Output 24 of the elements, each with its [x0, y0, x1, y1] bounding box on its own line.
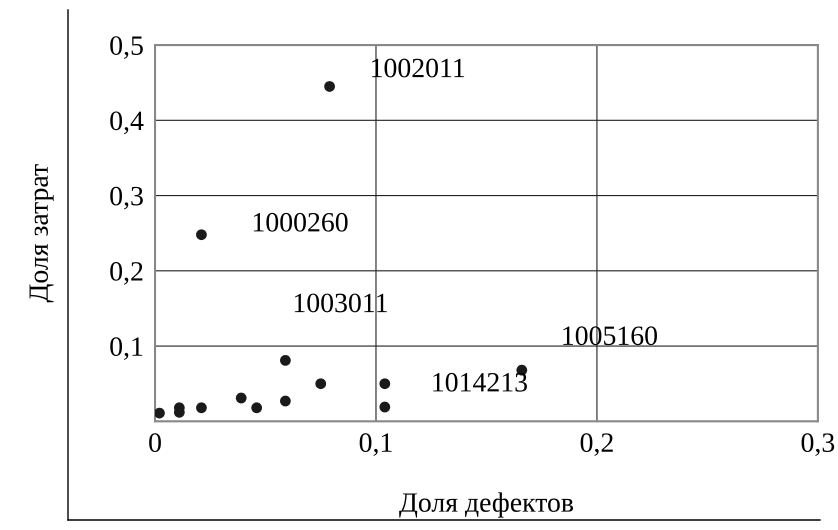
- x-tick-label: 0: [149, 433, 161, 452]
- point: [196, 402, 207, 414]
- y-tick-label: 0,4: [110, 111, 144, 134]
- y-tick-label: 0,5: [110, 36, 143, 59]
- y-axis-title: Доля затрат: [30, 164, 54, 302]
- point: [196, 229, 207, 240]
- y-tick-label: 0,3: [110, 186, 143, 210]
- x-axis-title: Доля дефектов: [399, 492, 574, 518]
- point: [324, 81, 335, 92]
- point: [280, 355, 291, 366]
- point: [379, 402, 390, 412]
- point: [280, 396, 291, 406]
- point: [379, 378, 390, 390]
- y-tick-label: 0,2: [110, 262, 142, 285]
- point: [315, 378, 326, 390]
- point: [155, 408, 165, 418]
- annotation: 1014213: [433, 372, 527, 392]
- x-tick-label: 0,2: [580, 433, 613, 456]
- point: [251, 402, 262, 414]
- y-tick-label: 0,1: [110, 337, 142, 360]
- point: [236, 392, 247, 404]
- x-tick-label: 0,1: [360, 433, 392, 456]
- annotation: 1000260: [254, 212, 348, 232]
- x-tick-label: 0,3: [802, 433, 834, 456]
